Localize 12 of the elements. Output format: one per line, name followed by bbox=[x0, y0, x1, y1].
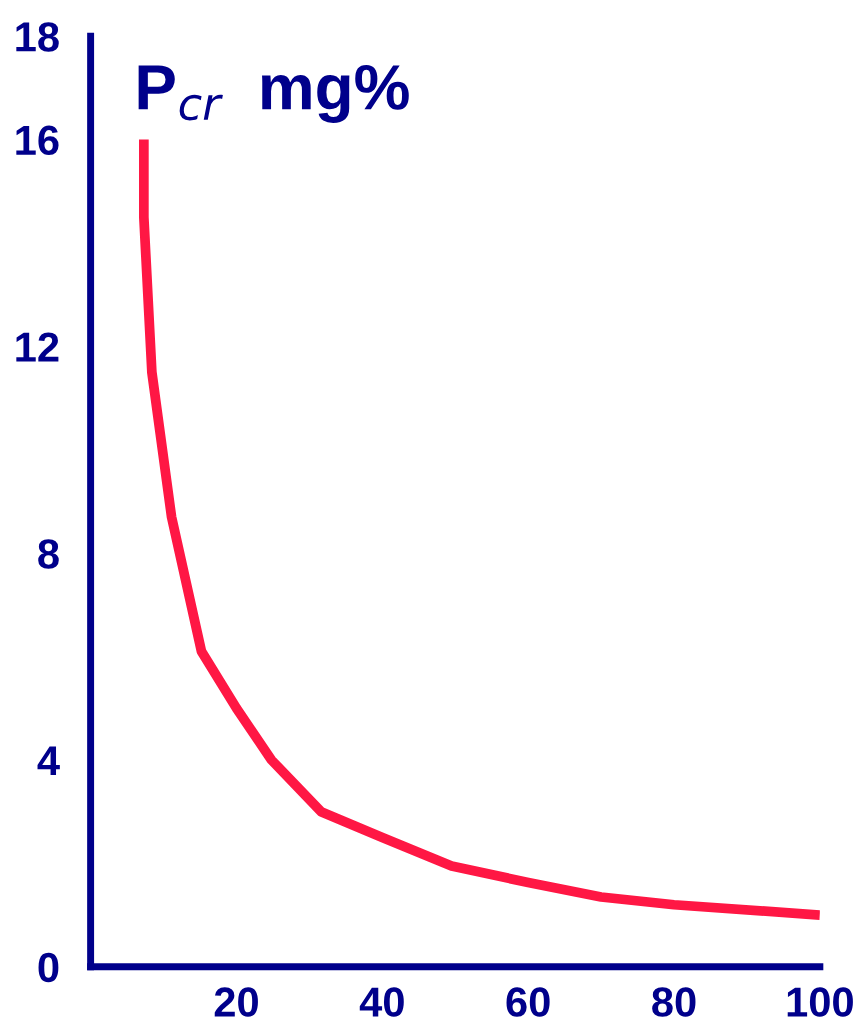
y-tick-label: 4 bbox=[37, 746, 60, 776]
y-tick-label: 12 bbox=[16, 332, 59, 362]
y-axis-title: P$_{cr}$ mg% bbox=[138, 64, 409, 123]
x-tick-label: 60 bbox=[506, 987, 550, 1017]
x-tick-label: 40 bbox=[359, 987, 404, 1017]
y-tick-label: 0 bbox=[38, 952, 59, 983]
x-tick-label: 20 bbox=[214, 987, 258, 1017]
y-tick-label: 16 bbox=[16, 125, 59, 156]
x-tick-label: 80 bbox=[652, 987, 696, 1017]
x-tick-label: 100 bbox=[787, 987, 853, 1017]
y-tick-label: 8 bbox=[38, 539, 59, 569]
y-tick-label: 18 bbox=[16, 22, 59, 52]
